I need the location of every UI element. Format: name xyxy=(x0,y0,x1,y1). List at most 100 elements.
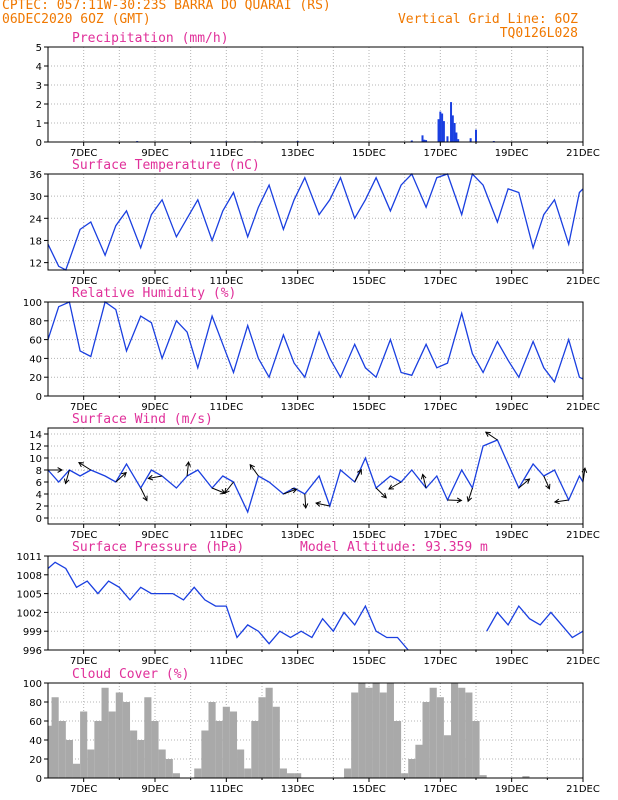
wind-arrow-head xyxy=(63,478,70,485)
panel6-cloud-bar xyxy=(408,759,416,778)
header-date-line: 06DEC2020 6OZ (GMT) xyxy=(2,12,151,27)
panel1-bar xyxy=(451,115,454,142)
panel1-xtick-label: 13DEC xyxy=(281,148,315,159)
panel4-xtick-label: 11DEC xyxy=(209,530,243,541)
panel3-ytick-label: 20 xyxy=(29,373,42,384)
panel6-cloud-bar xyxy=(115,692,123,778)
wind-arrow-head xyxy=(57,467,64,473)
wind-arrow xyxy=(65,469,70,484)
panel5-xtick-label: 11DEC xyxy=(209,656,243,667)
panel6-cloud-bar xyxy=(208,702,216,778)
panel6-cloud-bar xyxy=(87,749,95,778)
wind-arrow xyxy=(315,502,330,507)
wind-arrow xyxy=(304,493,307,509)
panel1-ytick-label: 5 xyxy=(36,43,42,54)
panel2-xtick-label: 11DEC xyxy=(209,276,243,287)
wind-arrow xyxy=(518,478,530,489)
panel6-cloud-bar xyxy=(215,721,223,778)
panel1-xtick-label: 21DEC xyxy=(566,148,600,159)
panel1-ytick-label: 0 xyxy=(36,138,42,149)
panel6-ytick-label: 40 xyxy=(29,736,42,747)
panel6-xtick-label: 11DEC xyxy=(209,784,243,795)
header-grid-line-note: Vertical Grid Line: 6OZ xyxy=(397,12,578,27)
panel3-xtick-label: 15DEC xyxy=(352,402,386,413)
panel6-cloud-bar xyxy=(251,721,259,778)
panel6-cloud-bar xyxy=(458,687,466,778)
panel3-xtick-label: 19DEC xyxy=(495,402,529,413)
panel5-title: Surface Pressure (hPa) xyxy=(72,540,244,555)
wind-arrow-head xyxy=(381,492,387,499)
panel6-cloud-bar xyxy=(244,768,252,778)
wind-arrow-head xyxy=(224,488,230,494)
panel6-cloud-bar xyxy=(58,721,66,778)
wind-arrow-head xyxy=(545,483,551,490)
panel6-cloud-bar xyxy=(158,749,166,778)
panel3-xtick-label: 17DEC xyxy=(423,402,457,413)
panel1-bar xyxy=(410,140,413,142)
panel6-cloud-bar xyxy=(72,763,81,778)
panel3-ytick-label: 40 xyxy=(29,354,42,365)
panel6-xtick-label: 15DEC xyxy=(352,784,386,795)
panel1-bar xyxy=(421,135,424,142)
panel6-cloud-bar xyxy=(237,749,245,778)
wind-arrow-head xyxy=(524,478,531,484)
panel6-cloud-bar xyxy=(258,697,266,778)
wind-arrow-head xyxy=(249,463,255,470)
wind-arrow xyxy=(485,431,498,441)
panel2-ytick-label: 12 xyxy=(29,259,42,270)
wind-arrow xyxy=(249,464,259,477)
wind-arrow-head xyxy=(302,503,309,510)
panel5-ytick-label: 1008 xyxy=(17,571,42,582)
panel6-frame xyxy=(47,682,584,779)
panel6-cloud-bar xyxy=(436,697,444,778)
wind-arrow-head xyxy=(553,498,560,505)
panel6-cloud-bar xyxy=(386,683,394,778)
panel3-xtick-label: 11DEC xyxy=(209,402,243,413)
panel6-xtick-label: 19DEC xyxy=(495,784,529,795)
panel3-ytick-label: 80 xyxy=(29,317,42,328)
wind-arrow xyxy=(211,487,226,494)
panel1-ytick-label: 1 xyxy=(36,119,42,130)
wind-arrow xyxy=(115,472,127,483)
wind-arrow xyxy=(140,487,148,501)
panel1-bar xyxy=(450,102,453,142)
panel5-ytick-label: 1011 xyxy=(17,552,42,563)
panel6-xtick-label: 17DEC xyxy=(423,784,457,795)
wind-arrow-head xyxy=(142,495,148,502)
panel1-bar xyxy=(437,119,440,142)
wind-arrow xyxy=(148,475,163,479)
panel5-ytick-label: 1005 xyxy=(17,590,42,601)
panel4-title: Surface Wind (m/s) xyxy=(72,412,213,427)
wind-arrow xyxy=(554,499,569,503)
wind-arrow xyxy=(388,481,402,490)
wind-arrow-head xyxy=(466,496,473,503)
panel6-ytick-label: 0 xyxy=(36,774,42,785)
panel6-cloud-bar xyxy=(222,706,230,778)
panel3-xtick-label: 7DEC xyxy=(70,402,97,413)
panel5-xtick-label: 9DEC xyxy=(141,656,168,667)
panel6-ytick-label: 60 xyxy=(29,717,42,728)
wind-arrow-head xyxy=(315,501,322,507)
panel5-frame xyxy=(47,555,584,651)
panel3-title: Relative Humidity (%) xyxy=(72,286,236,301)
panel6-cloud-bar xyxy=(201,730,209,778)
panel1-bar xyxy=(446,136,449,142)
wind-arrow-head xyxy=(456,497,463,504)
panel6-cloud-bar xyxy=(522,776,530,778)
panel2-series-line xyxy=(47,172,584,271)
panel5-xtick-label: 21DEC xyxy=(566,656,600,667)
panel6-cloud-bar xyxy=(108,711,116,778)
panel6-cloud-bar xyxy=(94,721,102,778)
panel6-cloud-bar xyxy=(351,692,359,778)
header-station-line: CPTEC: 057:11W-30:23S BARRA DO QUARAI (R… xyxy=(2,0,331,13)
panel1-title: Precipitation (mm/h) xyxy=(72,31,229,46)
panel2-xtick-label: 19DEC xyxy=(495,276,529,287)
wind-arrow xyxy=(78,462,92,471)
panel5-series-line xyxy=(47,561,409,651)
panel5-xtick-label: 17DEC xyxy=(423,656,457,667)
panel6-cloud-bar xyxy=(379,692,387,778)
panel1-bar xyxy=(441,113,444,142)
panel4-xtick-label: 21DEC xyxy=(566,530,600,541)
wind-arrow-head xyxy=(420,473,427,480)
